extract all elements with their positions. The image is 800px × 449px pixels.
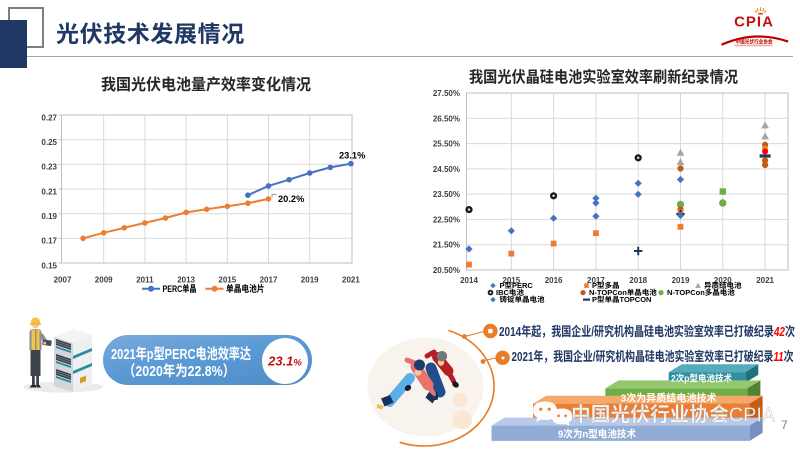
svg-text:9次为n型电池技术: 9次为n型电池技术 xyxy=(558,428,636,440)
svg-text:3次为异质结电池技术: 3次为异质结电池技术 xyxy=(621,392,717,404)
svg-text:0.19: 0.19 xyxy=(41,212,57,221)
svg-text:0.17: 0.17 xyxy=(41,237,57,246)
svg-text:N-TOPCon单晶电池: N-TOPCon单晶电池 xyxy=(589,288,657,297)
svg-text:2021: 2021 xyxy=(342,276,360,285)
svg-text:2015: 2015 xyxy=(502,276,520,285)
svg-text:2014: 2014 xyxy=(460,276,478,285)
svg-text:我国光伏电池量产效率变化情况: 我国光伏电池量产效率变化情况 xyxy=(101,76,311,94)
svg-text:21.50%: 21.50% xyxy=(433,241,460,250)
svg-text:2021年，我国企业/研究机构晶硅电池实验室效率已打破纪录1: 2021年，我国企业/研究机构晶硅电池实验室效率已打破纪录11次 xyxy=(512,349,794,364)
svg-text:2021: 2021 xyxy=(756,276,774,285)
svg-text:异质结电池: 异质结电池 xyxy=(704,281,742,290)
svg-text:23.1%: 23.1% xyxy=(339,151,366,161)
svg-text:0.21: 0.21 xyxy=(41,187,57,196)
svg-text:单晶电池片: 单晶电池片 xyxy=(226,283,265,295)
svg-text:2019: 2019 xyxy=(672,276,690,285)
svg-text:24.50%: 24.50% xyxy=(433,165,460,174)
svg-text:2015: 2015 xyxy=(218,276,236,285)
svg-text:PERC单晶: PERC单晶 xyxy=(163,283,197,295)
svg-text:0.27: 0.27 xyxy=(41,113,57,122)
svg-text:2017: 2017 xyxy=(587,276,605,285)
svg-text:中国光伏行业协会: 中国光伏行业协会 xyxy=(736,39,773,46)
svg-text:2013: 2013 xyxy=(177,276,195,285)
svg-text:2014年起，我国企业/研究机构晶硅电池实验室效率已打破纪录: 2014年起，我国企业/研究机构晶硅电池实验室效率已打破纪录42次 xyxy=(499,324,795,339)
svg-text:20.2%: 20.2% xyxy=(278,194,305,204)
svg-text:2019: 2019 xyxy=(301,276,319,285)
svg-text:CPIA: CPIA xyxy=(734,14,774,31)
svg-text:2011: 2011 xyxy=(136,276,154,285)
svg-text:20.50%: 20.50% xyxy=(433,266,460,275)
svg-text:27.50%: 27.50% xyxy=(433,89,460,98)
svg-text:23.50%: 23.50% xyxy=(433,190,460,199)
svg-text:N-TOPCon多晶电池: N-TOPCon多晶电池 xyxy=(667,288,735,297)
svg-text:22.50%: 22.50% xyxy=(433,215,460,224)
svg-text:2021年p型PERC电池效率达: 2021年p型PERC电池效率达 xyxy=(111,346,251,363)
svg-text:P型多晶: P型多晶 xyxy=(592,281,620,290)
svg-text:26.50%: 26.50% xyxy=(433,114,460,123)
svg-text:0.23: 0.23 xyxy=(41,163,57,172)
svg-text:2016: 2016 xyxy=(545,276,563,285)
svg-text:0.25: 0.25 xyxy=(41,138,57,147)
svg-text:2018: 2018 xyxy=(629,276,647,285)
svg-text:2007: 2007 xyxy=(54,276,72,285)
svg-text:2017: 2017 xyxy=(260,276,278,285)
svg-text:25.50%: 25.50% xyxy=(433,140,460,149)
svg-text:中国光伏行业协会CPIA: 中国光伏行业协会CPIA xyxy=(571,404,775,427)
svg-text:2020: 2020 xyxy=(714,276,732,285)
svg-text:P型PERC: P型PERC xyxy=(500,281,534,290)
svg-text:铸锭单晶电池: 铸锭单晶电池 xyxy=(500,295,545,304)
svg-text:0.15: 0.15 xyxy=(41,261,57,270)
svg-text:23.1%: 23.1% xyxy=(267,354,302,369)
svg-text:（2020年为22.8%）: （2020年为22.8%） xyxy=(123,363,235,380)
svg-text:2次p型电池技术: 2次p型电池技术 xyxy=(671,372,732,384)
svg-text:我国光伏晶硅电池实验室效率刷新纪录情况: 我国光伏晶硅电池实验室效率刷新纪录情况 xyxy=(469,69,738,87)
svg-text:P型单晶TOPCON: P型单晶TOPCON xyxy=(592,295,651,304)
svg-text:2009: 2009 xyxy=(95,276,113,285)
svg-text:IBC电池: IBC电池 xyxy=(496,288,524,297)
